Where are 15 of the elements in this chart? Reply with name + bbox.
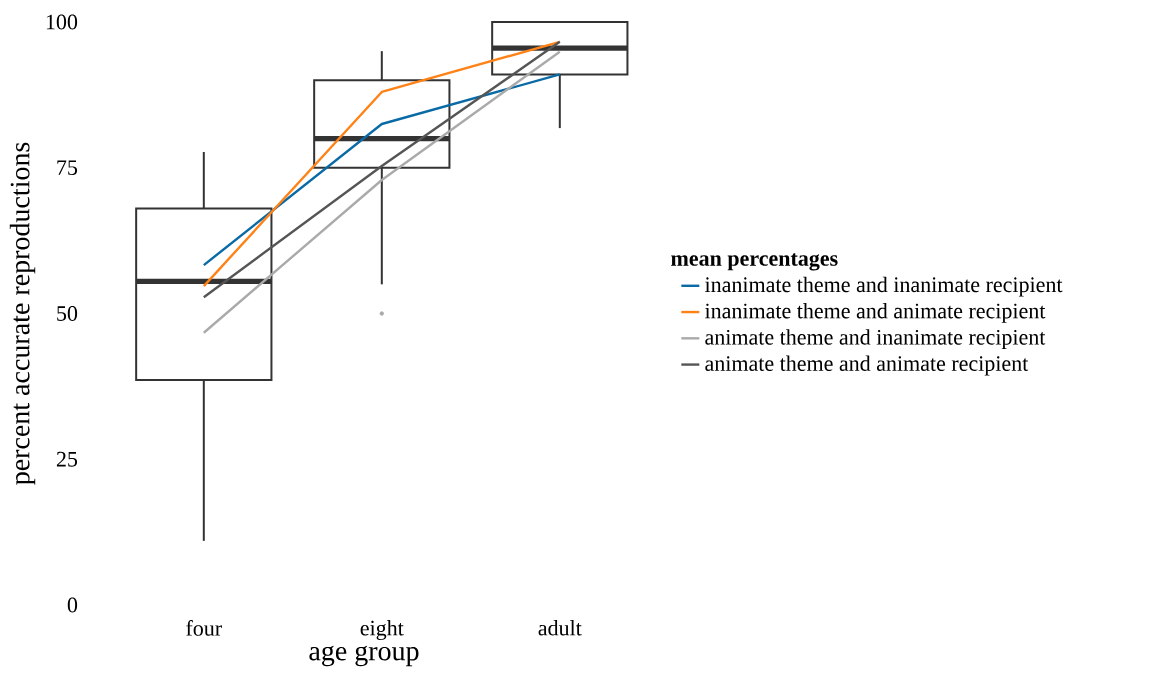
y-tick-label: 0 — [67, 597, 78, 613]
legend-label: inanimate theme and animate recipient — [705, 302, 1046, 323]
y-tick-label: 100 — [46, 14, 78, 30]
y-tick-label: 50 — [57, 306, 78, 321]
y-tick-label: 75 — [57, 160, 78, 176]
x-tick-label: eight — [360, 620, 404, 641]
x-tick-label: four — [186, 620, 222, 636]
x-axis-title: age group — [309, 645, 419, 667]
legend-title: mean percentages — [671, 253, 838, 271]
legend-label: animate theme and animate recipient — [705, 355, 1029, 376]
legend-label: animate theme and inanimate recipient — [705, 329, 1046, 350]
y-axis-title: percent accurate reproductions — [9, 142, 36, 485]
x-tick-label: adult — [538, 620, 582, 636]
y-tick-label: 25 — [56, 451, 78, 467]
legend-label: inanimate theme and inanimate recipient — [705, 276, 1063, 297]
